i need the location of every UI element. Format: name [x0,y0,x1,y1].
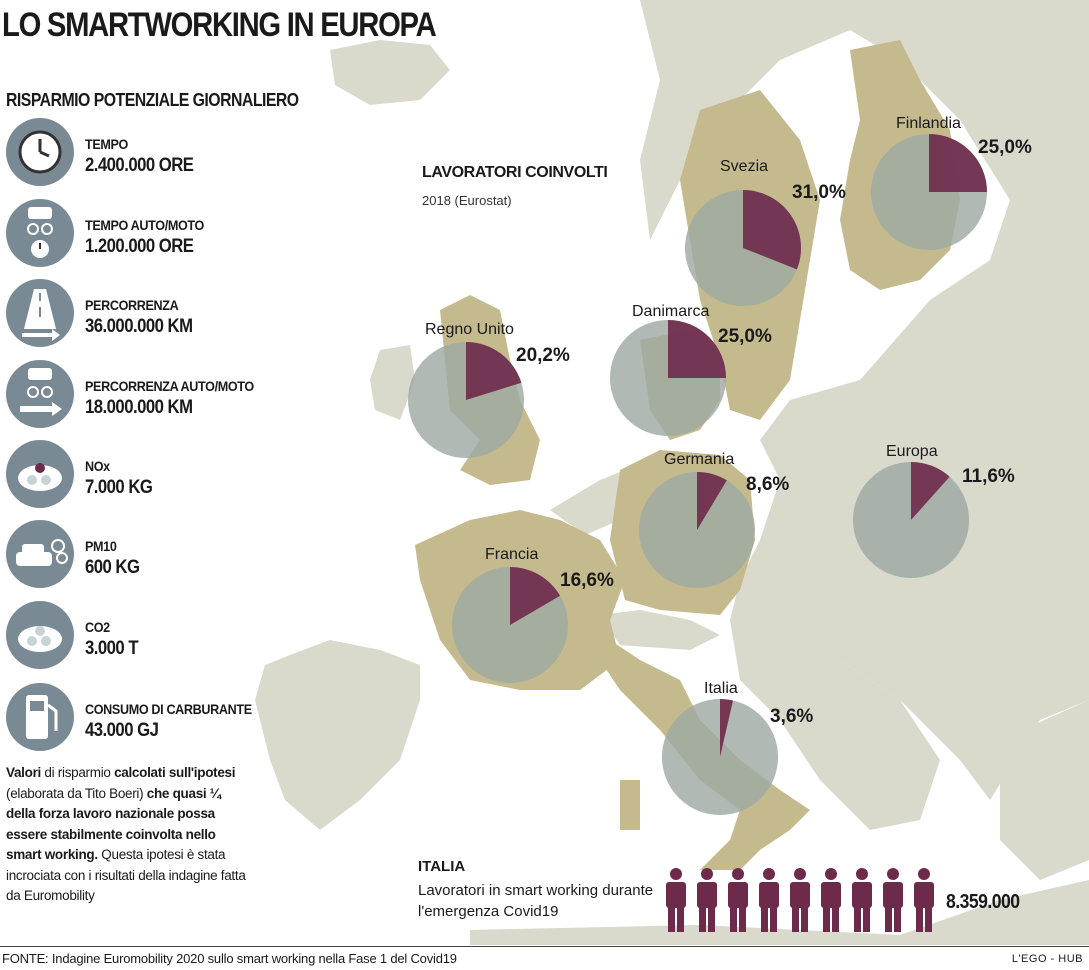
percent-label: 31,0% [792,182,846,203]
pie-germania: Germania 8,6% [639,451,789,588]
savings-heading: RISPARMIO POTENZIALE GIORNALIERO [6,90,299,110]
person-icon [697,868,717,932]
land-alps [600,610,720,650]
metric-label: PM10 [85,538,117,554]
land-africa [470,880,1089,945]
country-label: Danimarca [632,303,709,320]
methodology-note: Valori di risparmio calcolati sull'ipote… [6,765,246,903]
car-moto-arrow-icon [6,360,74,428]
pie-danimarca: Danimarca 25,0% [610,303,772,436]
italia-value: 8.359.000 [946,891,1020,913]
pie-slice [911,462,950,520]
country-label: Svezia [720,158,768,175]
car-moto-clock-icon [6,199,74,267]
pie-slice [743,190,801,270]
percent-label: 16,6% [560,570,614,591]
footer-divider [0,946,1089,947]
car-exhaust-icon [6,520,74,588]
land-east [640,0,1089,800]
road-icon [6,279,74,347]
percent-label: 20,2% [516,345,570,366]
percent-label: 11,6% [962,466,1015,487]
country-label: Regno Unito [425,321,514,338]
map-subheading: 2018 (Eurostat) [422,193,512,208]
person-icon [666,868,686,932]
pie-francia: Francia 16,6% [452,546,614,683]
metric-label: PERCORRENZA AUTO/MOTO [85,378,254,394]
land-sardinia [620,780,640,830]
percent-label: 8,6% [746,474,789,495]
metric-carburante: CONSUMO DI CARBURANTE 43.000 GJ [0,683,330,755]
pie-europa: Europa 11,6% [853,443,1015,578]
land-iceland [330,40,450,105]
map-heading: LAVORATORI COINVOLTI [422,164,608,181]
country-label: Germania [664,451,734,468]
metric-label: CO2 [85,619,110,635]
metric-nox: NOx 7.000 KG [0,440,330,512]
brand-logo: L'EGO - HUB [1011,953,1083,965]
page-title: LO SMARTWORKING IN EUROPA [2,6,437,44]
metric-tempo: TEMPO 2.400.000 ORE [0,118,330,190]
pie-slice [466,342,522,400]
country-label: Europa [886,443,938,460]
pie-slice [929,134,987,192]
pie-slice [697,472,727,530]
italia-text: Lavoratori in smart working durante l'em… [418,882,654,920]
metric-tempo-auto-moto: TEMPO AUTO/MOTO 1.200.000 ORE [0,199,330,271]
fuel-pump-icon [6,683,74,751]
co2-cloud-icon [6,601,74,669]
person-icon [821,868,841,932]
pie-slice [668,320,726,378]
pie-slice [720,699,734,757]
metric-value: 1.200.000 ORE [85,236,194,257]
nox-cloud-icon [6,440,74,508]
pie-slice [510,567,561,625]
people-pictogram [666,868,934,932]
land-iberia [255,640,420,830]
metric-label: TEMPO [85,136,129,152]
metric-value: 600 KG [85,557,140,578]
person-icon [914,868,934,932]
clock-icon [6,118,74,186]
metric-value: 2.400.000 ORE [85,155,194,176]
metric-co2: CO2 3.000 T [0,601,330,673]
metric-value: 7.000 KG [85,477,153,498]
person-icon [790,868,810,932]
pie-svezia: Svezia 31,0% [685,158,846,306]
land-balkans [730,620,940,830]
metric-percorrenza-auto-moto: PERCORRENZA AUTO/MOTO 18.000.000 KM [0,360,330,432]
percent-label: 25,0% [978,137,1032,158]
percent-label: 3,6% [770,706,813,727]
person-icon [883,868,903,932]
metric-value: 18.000.000 KM [85,397,193,418]
source-note: FONTE: Indagine Euromobility 2020 sullo … [2,951,457,966]
land-middle-east [1000,700,1089,880]
italia-heading: ITALIA [418,858,466,875]
pie-finlandia: Finlandia 25,0% [871,115,1032,250]
pie-italia: Italia 3,6% [662,680,813,815]
metric-percorrenza: PERCORRENZA 36.000.000 KM [0,279,330,351]
percent-label: 25,0% [718,326,772,347]
metric-label: CONSUMO DI CARBURANTE [85,701,252,717]
metric-label: TEMPO AUTO/MOTO [85,217,204,233]
metric-value: 36.000.000 KM [85,316,193,337]
metric-label: NOx [85,458,110,474]
metric-label: PERCORRENZA [85,297,179,313]
country-label: Finlandia [896,115,961,132]
land-benelux [550,470,625,535]
person-icon [759,868,779,932]
land-ireland [370,345,415,420]
country-label: Francia [485,546,538,563]
country-label: Italia [704,680,738,697]
metric-value: 43.000 GJ [85,720,159,741]
metric-pm10: PM10 600 KG [0,520,330,592]
person-icon [852,868,872,932]
person-icon [728,868,748,932]
metric-value: 3.000 T [85,638,139,659]
